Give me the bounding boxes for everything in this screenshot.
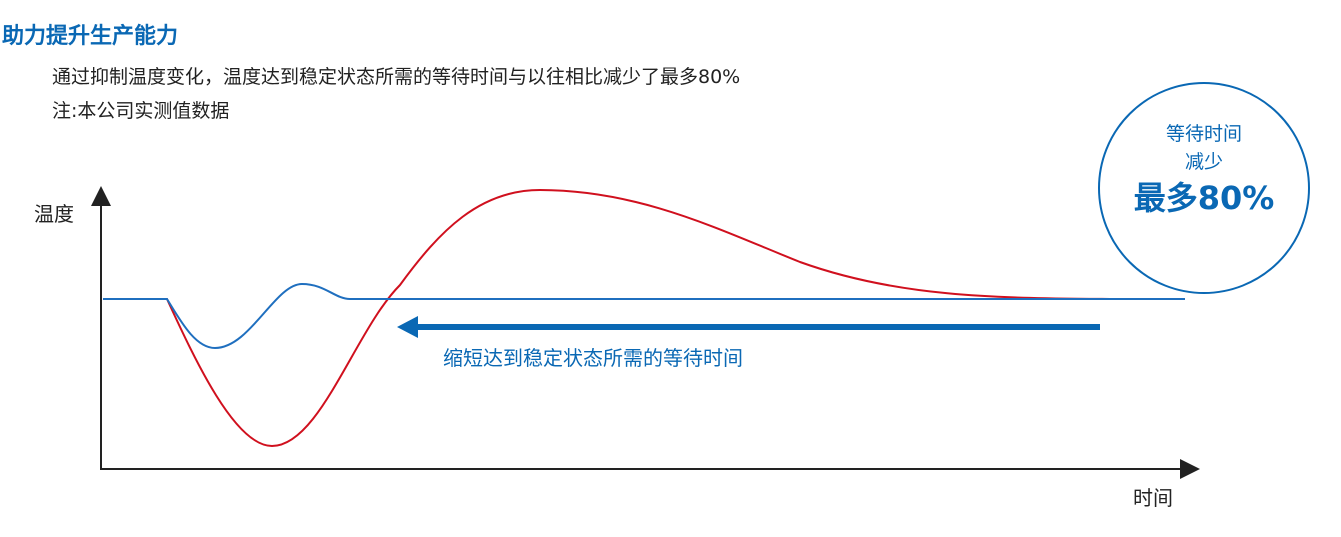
badge-line1: 等待时间 — [1165, 123, 1242, 145]
reduction-badge: 等待时间 减少 最多80% — [1098, 82, 1310, 294]
badge-line3: 最多80% — [1133, 179, 1275, 217]
description: 通过抑制温度变化，温度达到稳定状态所需的等待时间与以往相比减少了最多80% — [52, 66, 741, 88]
x-axis-label: 时间 — [1133, 486, 1173, 510]
new-temperature-curve — [103, 282, 1185, 350]
note: 注:本公司实测值数据 — [52, 100, 230, 122]
badge-line2: 减少 — [1184, 151, 1223, 173]
arrow-label: 缩短达到稳定状态所需的等待时间 — [443, 346, 743, 370]
old-temperature-curve — [103, 188, 1111, 448]
page-title: 助力提升生产能力 — [2, 24, 179, 49]
y-axis-label: 温度 — [34, 202, 74, 226]
arrow-head — [397, 316, 418, 338]
